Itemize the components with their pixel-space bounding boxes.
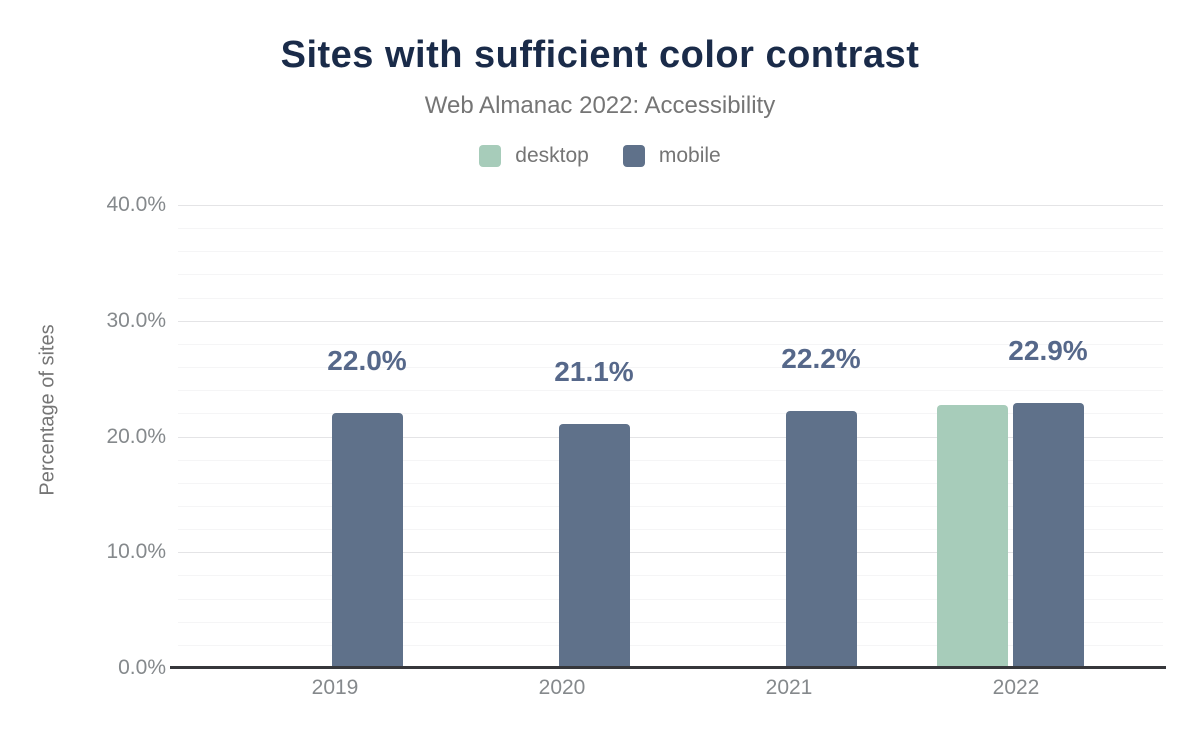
x-tick-label: 2022	[992, 676, 1040, 699]
minor-gridline	[178, 575, 1163, 576]
minor-gridline	[178, 251, 1163, 252]
minor-gridline	[178, 298, 1163, 299]
legend-label-mobile: mobile	[658, 144, 721, 167]
minor-gridline	[178, 622, 1163, 623]
x-tick-label: 2020	[538, 676, 586, 699]
major-gridline	[178, 205, 1163, 206]
bar-value-label: 22.2%	[781, 343, 861, 374]
minor-gridline	[178, 599, 1163, 600]
legend-item-mobile: mobile	[622, 144, 721, 168]
chart-subtitle: Web Almanac 2022: Accessibility	[424, 92, 776, 119]
y-tick-label: 10.0%	[106, 540, 166, 563]
y-tick-label: 30.0%	[106, 309, 166, 332]
legend-item-desktop: desktop	[479, 144, 589, 168]
mobile-swatch-icon	[622, 145, 645, 167]
desktop-swatch-icon	[479, 145, 502, 167]
mobile-bar-2019	[331, 413, 403, 668]
minor-gridline	[178, 390, 1163, 391]
y-axis-title: Percentage of sites	[36, 324, 59, 496]
x-tick-label: 2019	[311, 676, 359, 699]
x-axis-line	[170, 666, 1166, 669]
major-gridline	[178, 437, 1163, 438]
minor-gridline	[178, 483, 1163, 484]
mobile-bar-2020	[558, 424, 630, 668]
minor-gridline	[178, 367, 1163, 368]
minor-gridline	[178, 529, 1163, 530]
bar-value-label: 21.1%	[554, 356, 634, 387]
x-tick-label: 2021	[765, 676, 813, 699]
desktop-bar-2022	[936, 405, 1008, 668]
minor-gridline	[178, 228, 1163, 229]
mobile-bar-2021	[785, 411, 857, 668]
minor-gridline	[178, 344, 1163, 345]
minor-gridline	[178, 506, 1163, 507]
minor-gridline	[178, 413, 1163, 414]
chart-title: Sites with sufficient color contrast	[280, 34, 920, 76]
chart-legend: desktop mobile	[0, 144, 1200, 168]
major-gridline	[178, 321, 1163, 322]
legend-label-desktop: desktop	[515, 144, 589, 167]
minor-gridline	[178, 645, 1163, 646]
major-gridline	[178, 552, 1163, 553]
y-tick-label: 0.0%	[118, 656, 166, 679]
y-tick-label: 40.0%	[106, 193, 166, 216]
bar-value-label: 22.0%	[327, 345, 407, 376]
bar-value-label: 22.9%	[1008, 335, 1088, 366]
minor-gridline	[178, 274, 1163, 275]
y-tick-label: 20.0%	[106, 425, 166, 448]
minor-gridline	[178, 460, 1163, 461]
mobile-bar-2022	[1012, 403, 1084, 668]
